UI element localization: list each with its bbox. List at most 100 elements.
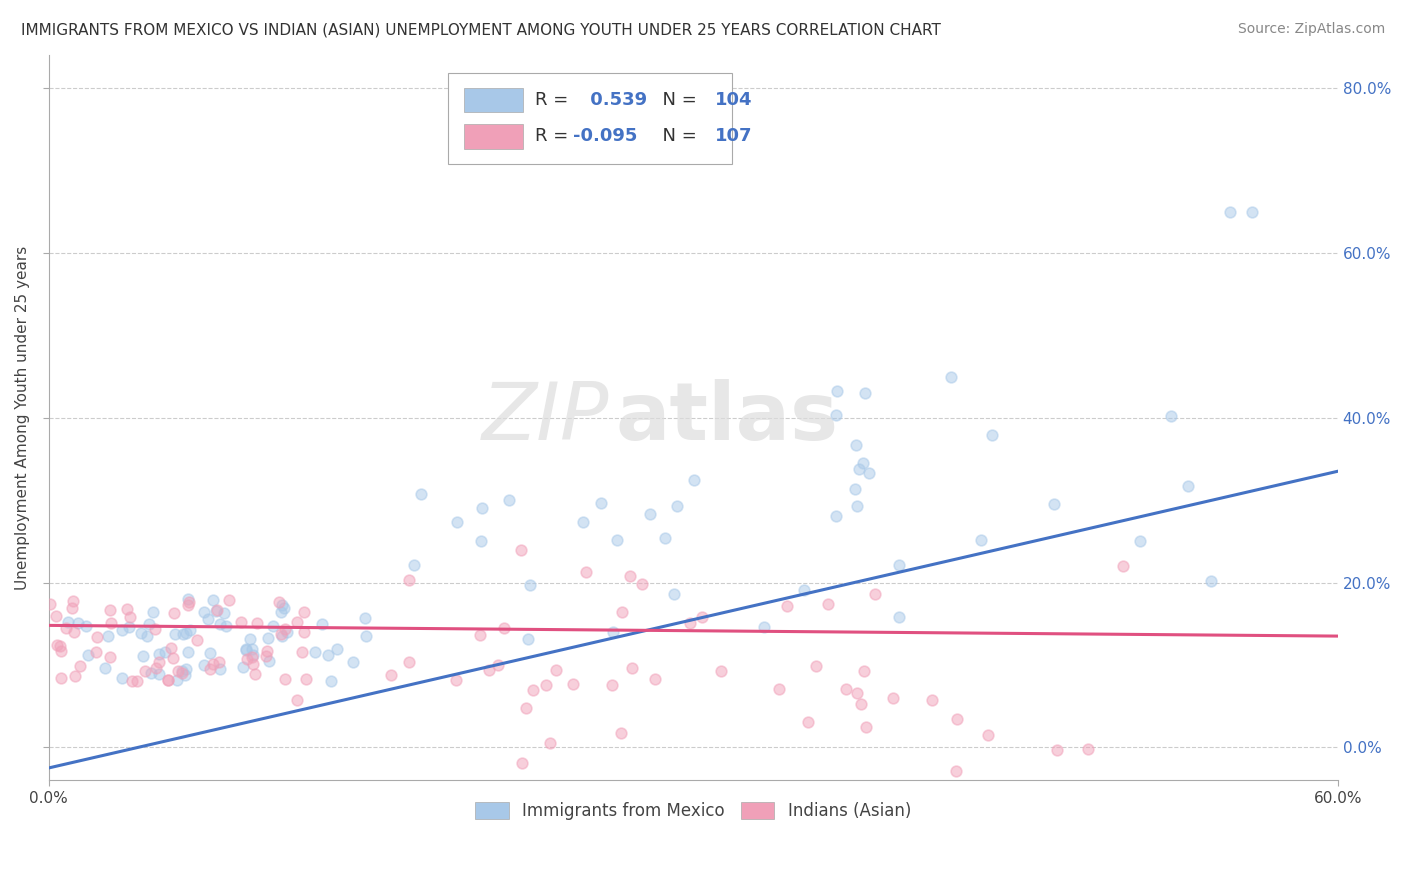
Point	[243, 667, 266, 681]
Point	[259, 654, 281, 668]
Point	[1043, 498, 1066, 512]
Text: Source: ZipAtlas.com: Source: ZipAtlas.com	[1237, 22, 1385, 37]
Point	[319, 674, 342, 689]
Point	[844, 483, 866, 497]
Point	[752, 620, 775, 634]
Point	[678, 616, 700, 631]
Point	[285, 693, 308, 707]
Point	[121, 673, 143, 688]
Y-axis label: Unemployment Among Youth under 25 years: Unemployment Among Youth under 25 years	[15, 245, 30, 590]
Point	[148, 666, 170, 681]
Point	[98, 650, 121, 665]
Point	[215, 619, 238, 633]
Point	[214, 606, 236, 620]
Text: atlas: atlas	[616, 379, 839, 457]
Point	[51, 643, 73, 657]
Point	[202, 593, 225, 607]
Point	[610, 726, 633, 740]
Point	[274, 672, 297, 686]
Point	[486, 657, 509, 672]
Point	[172, 626, 194, 640]
Point	[285, 615, 308, 629]
Point	[45, 608, 67, 623]
Point	[1160, 409, 1182, 423]
Point	[981, 427, 1004, 442]
Point	[294, 673, 316, 687]
Point	[492, 621, 515, 635]
Point	[142, 605, 165, 619]
Point	[804, 658, 827, 673]
Point	[236, 652, 259, 666]
Point	[644, 672, 666, 686]
Point	[254, 649, 277, 664]
Point	[589, 496, 612, 510]
Point	[200, 646, 222, 660]
Point	[853, 386, 876, 401]
Point	[304, 645, 326, 659]
Point	[1046, 743, 1069, 757]
Point	[115, 602, 138, 616]
Text: 0.539: 0.539	[583, 91, 647, 109]
Point	[75, 619, 97, 633]
Point	[148, 647, 170, 661]
Point	[135, 629, 157, 643]
Point	[39, 597, 62, 611]
Point	[270, 605, 292, 619]
Point	[402, 558, 425, 573]
Point	[177, 592, 200, 607]
Point	[118, 620, 141, 634]
Point	[148, 655, 170, 669]
Point	[60, 601, 83, 615]
Point	[610, 605, 633, 619]
Point	[49, 671, 72, 685]
Point	[1199, 574, 1222, 588]
Point	[143, 622, 166, 636]
Point	[863, 587, 886, 601]
Point	[208, 655, 231, 669]
Point	[845, 438, 868, 452]
Point	[129, 626, 152, 640]
Point	[619, 569, 641, 583]
Point	[852, 456, 875, 470]
Point	[246, 615, 269, 630]
Point	[325, 641, 347, 656]
Point	[172, 665, 194, 680]
Point	[205, 604, 228, 618]
Point	[138, 617, 160, 632]
Point	[446, 516, 468, 530]
Point	[125, 673, 148, 688]
Point	[654, 531, 676, 545]
Point	[132, 649, 155, 664]
Point	[858, 466, 880, 480]
Point	[292, 625, 315, 640]
Point	[205, 603, 228, 617]
Point	[1240, 204, 1263, 219]
Point	[682, 473, 704, 487]
Point	[200, 662, 222, 676]
Point	[498, 493, 520, 508]
Point	[290, 645, 312, 659]
Point	[145, 661, 167, 675]
Point	[84, 644, 107, 658]
Point	[544, 663, 567, 677]
Text: -0.095: -0.095	[574, 128, 638, 145]
FancyBboxPatch shape	[464, 124, 523, 149]
Text: N =: N =	[651, 128, 702, 145]
Point	[208, 662, 231, 676]
Point	[709, 664, 731, 678]
Point	[49, 639, 72, 653]
Point	[1177, 479, 1199, 493]
Point	[889, 558, 911, 572]
Text: N =: N =	[651, 91, 702, 109]
Point	[292, 605, 315, 619]
Point	[134, 664, 156, 678]
Point	[316, 648, 339, 662]
Point	[471, 500, 494, 515]
Text: 104: 104	[716, 91, 752, 109]
Point	[235, 642, 257, 657]
Point	[193, 658, 215, 673]
Point	[239, 632, 262, 647]
Point	[177, 598, 200, 612]
Point	[444, 673, 467, 687]
Text: R =: R =	[534, 91, 574, 109]
